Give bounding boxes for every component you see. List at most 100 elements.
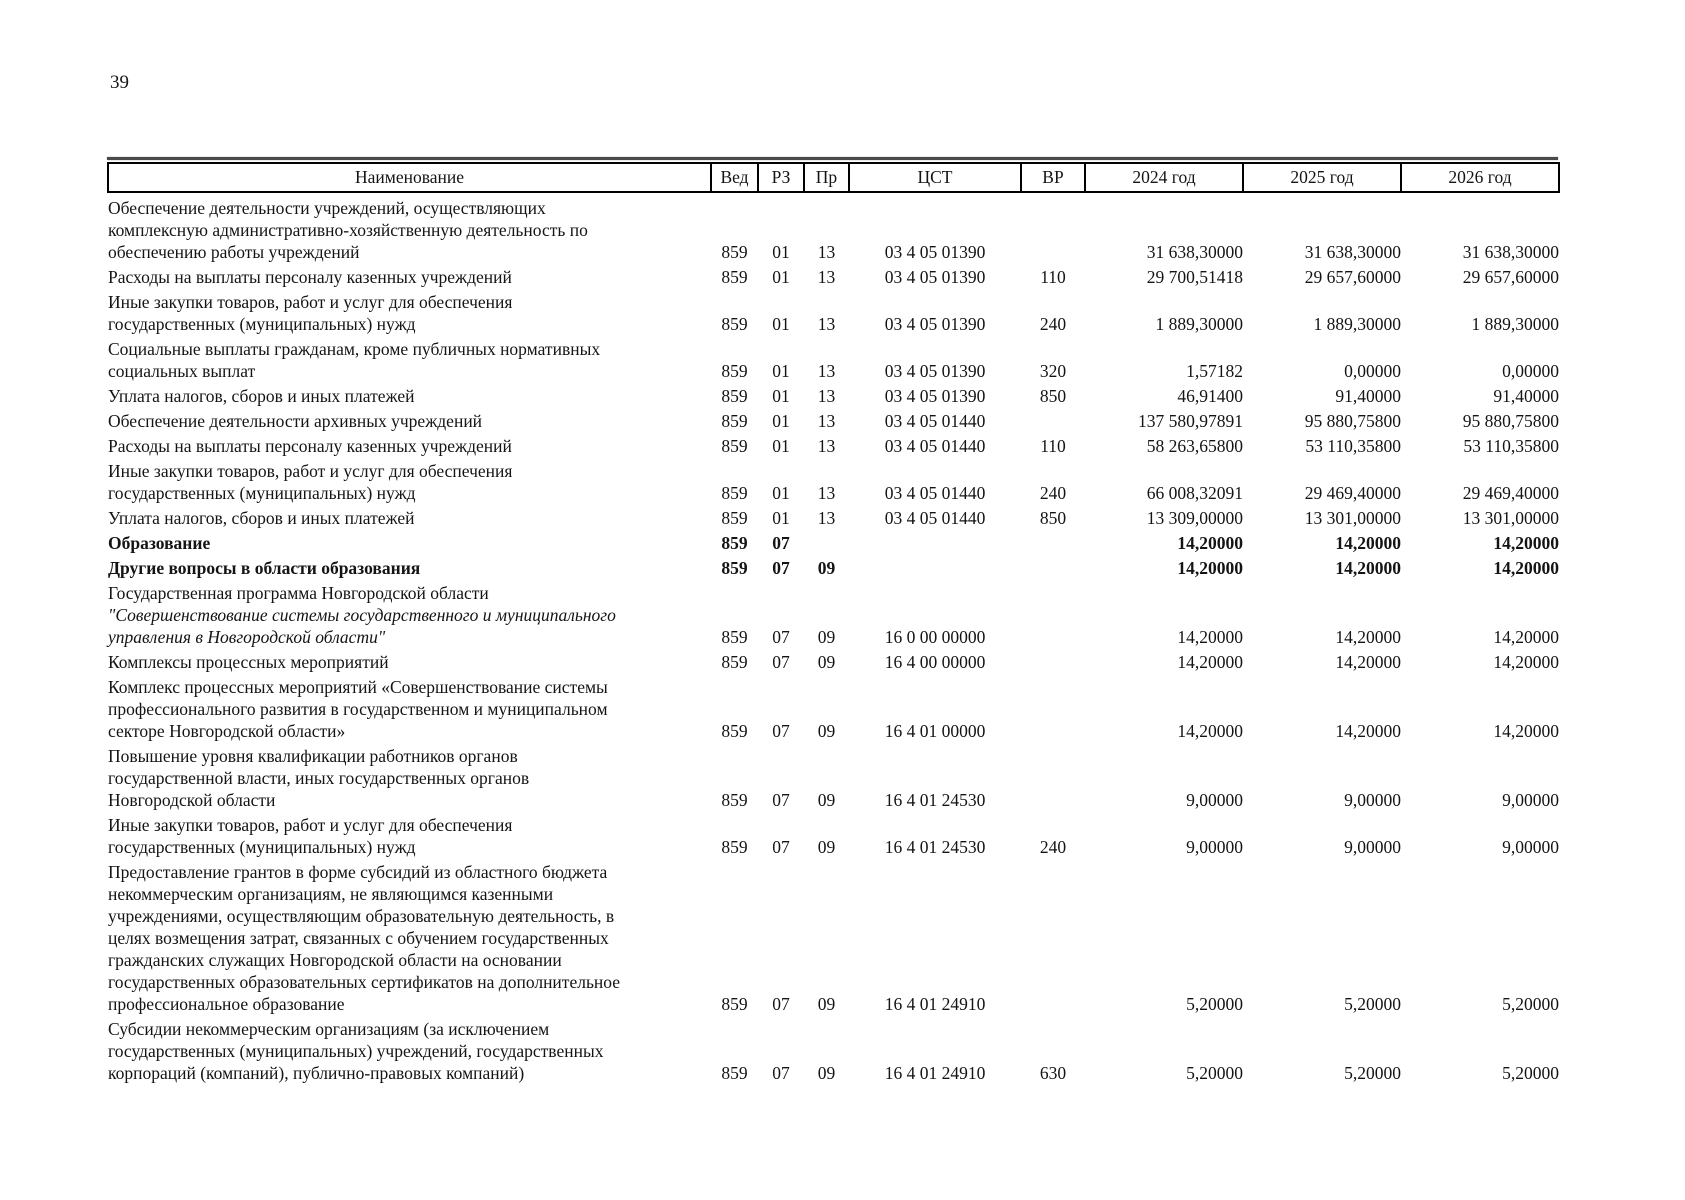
cell-y2026: 29 469,40000 bbox=[1462, 483, 1559, 503]
budget-table-wrap: Наименование Вед РЗ Пр ЦСТ ВР 2024 год 2… bbox=[107, 157, 1560, 1087]
cell-vr: 240 bbox=[1039, 314, 1067, 334]
row-name: Субсидии некоммерческим организациям (за… bbox=[108, 1019, 604, 1083]
cell-vr bbox=[1021, 582, 1085, 651]
cell-y2025: 95 880,75800 bbox=[1304, 411, 1401, 431]
row-name: Государственная программа Новгородской о… bbox=[108, 583, 616, 647]
cell-cst: 03 4 05 01440 bbox=[884, 411, 986, 431]
row-name: Предоставление грантов в форме субсидий … bbox=[108, 862, 621, 1014]
cell-y2026: 14,20000 bbox=[1493, 652, 1559, 672]
cell-cst: 03 4 05 01390 bbox=[884, 314, 986, 334]
cell-y2025: 5,20000 bbox=[1344, 1063, 1401, 1083]
cell-y2024: 14,20000 bbox=[1177, 627, 1243, 647]
cell-rz: 07 bbox=[772, 652, 790, 672]
cell-rz: 07 bbox=[772, 837, 790, 857]
cell-pr: 13 bbox=[817, 411, 836, 431]
cell-y2024: 66 008,32091 bbox=[1146, 483, 1243, 503]
cell-rz: 07 bbox=[772, 790, 790, 810]
cell-y2025: 53 110,35800 bbox=[1305, 436, 1401, 456]
cell-pr: 09 bbox=[817, 558, 836, 578]
cell-pr: 13 bbox=[817, 483, 836, 503]
cell-ved: 859 bbox=[721, 627, 748, 647]
row-name: Образование bbox=[108, 533, 211, 553]
cell-cst: 03 4 05 01440 bbox=[884, 508, 986, 528]
cell-y2024: 29 700,51418 bbox=[1146, 267, 1243, 287]
row-name: Иные закупки товаров, работ и услуг для … bbox=[108, 292, 513, 334]
row-name: Уплата налогов, сборов и иных платежей bbox=[108, 508, 415, 528]
row-name: Расходы на выплаты персоналу казенных уч… bbox=[108, 267, 512, 287]
cell-pr: 09 bbox=[817, 721, 836, 741]
cell-vr: 850 bbox=[1039, 386, 1067, 406]
cell-y2025: 5,20000 bbox=[1344, 994, 1401, 1014]
cell-y2025: 91,40000 bbox=[1335, 386, 1401, 406]
cell-y2025: 13 301,00000 bbox=[1304, 508, 1401, 528]
cell-y2024: 14,20000 bbox=[1177, 558, 1243, 578]
row-name: Комплексы процессных мероприятий bbox=[108, 652, 389, 672]
table-row: Предоставление грантов в форме субсидий … bbox=[108, 861, 1559, 1018]
cell-y2026: 5,20000 bbox=[1502, 994, 1559, 1014]
cell-pr: 13 bbox=[817, 314, 836, 334]
row-name: Повышение уровня квалификации работников… bbox=[108, 746, 530, 810]
cell-y2026: 91,40000 bbox=[1493, 386, 1559, 406]
cell-cst bbox=[849, 557, 1021, 582]
column-header-2025: 2025 год bbox=[1242, 162, 1402, 193]
cell-y2025: 1 889,30000 bbox=[1313, 314, 1402, 334]
cell-rz: 07 bbox=[772, 533, 790, 553]
cell-y2025: 14,20000 bbox=[1335, 652, 1401, 672]
cell-cst: 16 4 01 00000 bbox=[884, 721, 986, 741]
cell-y2026: 29 657,60000 bbox=[1462, 267, 1559, 287]
table-row: Расходы на выплаты персоналу казенных уч… bbox=[108, 435, 1559, 460]
row-name: Иные закупки товаров, работ и услуг для … bbox=[108, 461, 513, 503]
cell-pr: 13 bbox=[817, 436, 836, 456]
cell-ved: 859 bbox=[721, 436, 748, 456]
table-row: Обеспечение деятельности учреждений, осу… bbox=[108, 192, 1559, 266]
cell-y2025: 31 638,30000 bbox=[1304, 242, 1401, 262]
cell-vr: 850 bbox=[1039, 508, 1067, 528]
cell-vr bbox=[1021, 192, 1085, 266]
column-header-ved: Вед bbox=[710, 162, 759, 193]
table-row: Комплексы процессных мероприятий 859 07 09 1… bbox=[108, 651, 1559, 676]
cell-y2024: 5,20000 bbox=[1186, 1063, 1243, 1083]
cell-y2025: 14,20000 bbox=[1335, 558, 1401, 578]
column-header-2026: 2026 год bbox=[1400, 162, 1560, 193]
cell-ved: 859 bbox=[721, 314, 748, 334]
row-name: Другие вопросы в области образования bbox=[108, 558, 421, 578]
cell-pr: 09 bbox=[817, 627, 836, 647]
cell-cst: 16 4 00 00000 bbox=[884, 652, 986, 672]
cell-pr bbox=[804, 532, 849, 557]
cell-vr bbox=[1021, 532, 1085, 557]
cell-vr: 110 bbox=[1040, 267, 1066, 287]
cell-pr: 09 bbox=[817, 790, 836, 810]
cell-vr: 240 bbox=[1039, 837, 1067, 857]
cell-cst: 16 4 01 24530 bbox=[884, 790, 986, 810]
cell-cst: 03 4 05 01390 bbox=[884, 361, 986, 381]
cell-pr: 13 bbox=[817, 361, 836, 381]
table-row: Государственная программа Новгородской о… bbox=[108, 582, 1559, 651]
cell-rz: 01 bbox=[772, 411, 790, 431]
cell-y2024: 1 889,30000 bbox=[1155, 314, 1244, 334]
cell-y2024: 13 309,00000 bbox=[1146, 508, 1243, 528]
table-row: Уплата налогов, сборов и иных платежей 85… bbox=[108, 385, 1559, 410]
cell-ved: 859 bbox=[721, 533, 748, 553]
table-top-border bbox=[107, 157, 1558, 160]
cell-y2024: 14,20000 bbox=[1177, 652, 1243, 672]
cell-y2025: 29 657,60000 bbox=[1304, 267, 1401, 287]
cell-ved: 859 bbox=[721, 411, 748, 431]
cell-rz: 01 bbox=[772, 267, 790, 287]
table-row: Социальные выплаты гражданам, кроме публ… bbox=[108, 338, 1559, 385]
column-header-name: Наименование bbox=[107, 162, 712, 193]
table-row: Комплекс процессных мероприятий «Соверше… bbox=[108, 676, 1559, 745]
table-row: Другие вопросы в области образования 859 0… bbox=[108, 557, 1559, 582]
cell-rz: 07 bbox=[772, 627, 790, 647]
cell-pr: 13 bbox=[817, 508, 836, 528]
cell-rz: 01 bbox=[772, 361, 790, 381]
cell-y2026: 0,00000 bbox=[1502, 361, 1559, 381]
cell-cst: 03 4 05 01390 bbox=[884, 386, 986, 406]
column-header-vr: ВР bbox=[1020, 162, 1086, 193]
cell-pr: 09 bbox=[817, 1063, 836, 1083]
cell-rz: 01 bbox=[772, 242, 790, 262]
cell-pr: 09 bbox=[817, 994, 836, 1014]
cell-ved: 859 bbox=[721, 1063, 748, 1083]
budget-table: Наименование Вед РЗ Пр ЦСТ ВР 2024 год 2… bbox=[107, 162, 1560, 1087]
cell-y2025: 14,20000 bbox=[1335, 721, 1401, 741]
cell-cst: 03 4 05 01440 bbox=[884, 483, 986, 503]
